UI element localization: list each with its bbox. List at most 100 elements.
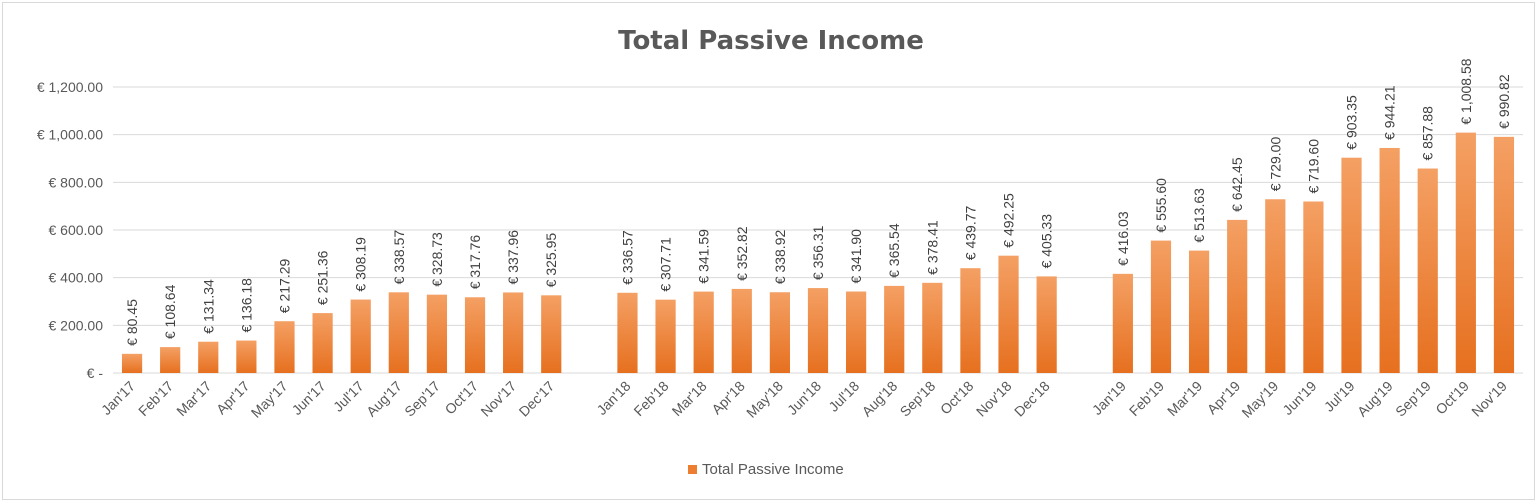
bar [617,292,638,373]
data-label: € 903.35 [1344,95,1360,150]
x-tick-label: Feb'17 [135,378,176,419]
bar [1303,201,1324,373]
x-tick-label: Dec'18 [1011,378,1053,420]
bar [1227,219,1248,373]
x-tick-label: Jun'18 [784,378,824,418]
data-label: € 857.88 [1420,106,1436,161]
x-tick-label: May'17 [248,378,291,421]
bar [503,292,524,373]
data-label: € 1,008.58 [1458,58,1474,124]
data-label: € 308.19 [353,237,369,292]
bar [693,291,714,373]
y-tick-label: € 1,200.00 [37,79,103,95]
bar [312,313,333,373]
data-label: € 336.57 [619,230,635,285]
y-tick-label: € 800.00 [49,174,104,190]
x-tick-label: Jan'18 [593,378,633,418]
bar [1417,168,1438,373]
x-tick-label: Dec'17 [516,378,558,420]
data-label: € 729.00 [1267,137,1283,192]
bar [160,347,181,373]
x-tick-label: Nov'19 [1468,378,1510,420]
x-tick-label: Sep'18 [897,378,939,420]
bar [884,285,905,373]
data-label: € 80.45 [124,299,140,346]
bar [1493,136,1515,373]
bar [1150,240,1172,373]
data-label: € 307.71 [658,237,674,292]
x-tick-label: Sep'19 [1392,378,1434,420]
data-label: € 251.36 [315,250,331,305]
data-label: € 492.25 [1001,193,1017,248]
x-tick-label: Aug'18 [859,378,901,420]
bar [350,299,371,373]
bar [121,353,143,373]
bar [731,288,752,373]
data-label: € 131.34 [200,279,216,334]
data-label: € 317.76 [467,235,483,290]
x-tick-label: Aug'19 [1354,378,1396,420]
y-tick-label: € 200.00 [49,317,104,333]
chart-canvas: Total Passive Income € 1,200.00 € 1,000.0… [37,26,1523,478]
legend: Total Passive Income [688,461,844,478]
y-tick-label: € - [87,365,104,381]
x-tick-label: Oct'17 [442,378,482,418]
data-label: € 439.77 [962,205,978,260]
data-label: € 990.82 [1496,74,1512,129]
data-label: € 338.92 [772,230,788,285]
y-tick-label: € 400.00 [49,270,104,286]
x-tick-label: Oct'18 [937,378,977,418]
data-label: € 341.59 [696,229,712,284]
y-axis-ticks: € 1,200.00 € 1,000.00 € 800.00 € 600.00 € 40… [37,79,104,381]
x-tick-label: Oct'19 [1432,378,1472,418]
data-label: € 337.96 [505,230,521,285]
x-tick-label: Aug'17 [363,378,405,420]
bar [1455,132,1476,373]
chart-title: Total Passive Income [618,26,924,56]
x-tick-label: Jul'19 [1321,378,1358,415]
y-tick-label: € 600.00 [49,222,104,238]
bar [541,295,562,373]
data-label: € 719.60 [1305,139,1321,194]
data-label: € 642.45 [1229,157,1245,212]
bar [922,282,943,373]
x-tick-label: Feb'19 [1126,378,1167,419]
x-tick-label: Sep'17 [401,378,443,420]
x-tick-label: Mar'17 [173,378,214,419]
bar [464,297,486,373]
bars [121,132,1515,373]
bar [1341,157,1362,373]
legend-label: Total Passive Income [702,461,844,478]
data-label: € 555.60 [1153,178,1169,233]
bar [236,340,257,373]
bar [655,299,676,373]
bar [998,255,1019,373]
data-label: € 944.21 [1382,85,1398,140]
x-tick-label: Mar'18 [669,378,710,419]
data-label: € 378.41 [924,220,940,275]
data-label: € 325.95 [543,233,559,288]
bar [274,321,295,373]
data-label: € 341.90 [848,229,864,284]
data-label: € 328.73 [429,232,445,287]
bar [846,291,867,373]
bar [1265,199,1286,373]
x-tick-label: Feb'18 [630,378,671,419]
bar [1188,250,1210,373]
data-label: € 365.54 [886,223,902,278]
data-label: € 338.57 [391,230,407,285]
x-tick-label: Apr'18 [708,378,748,418]
bar [807,288,829,373]
data-label: € 405.33 [1039,214,1055,269]
x-tick-label: Jun'17 [289,378,329,418]
x-tick-label: Apr'19 [1204,378,1244,418]
x-tick-label: Jul'18 [825,378,862,415]
bar [1036,276,1057,373]
y-tick-label: € 1,000.00 [37,127,103,143]
data-label: € 356.31 [810,225,826,280]
x-tick-label: Apr'17 [213,378,253,418]
x-tick-label: May'18 [743,378,786,421]
bar [960,268,981,373]
